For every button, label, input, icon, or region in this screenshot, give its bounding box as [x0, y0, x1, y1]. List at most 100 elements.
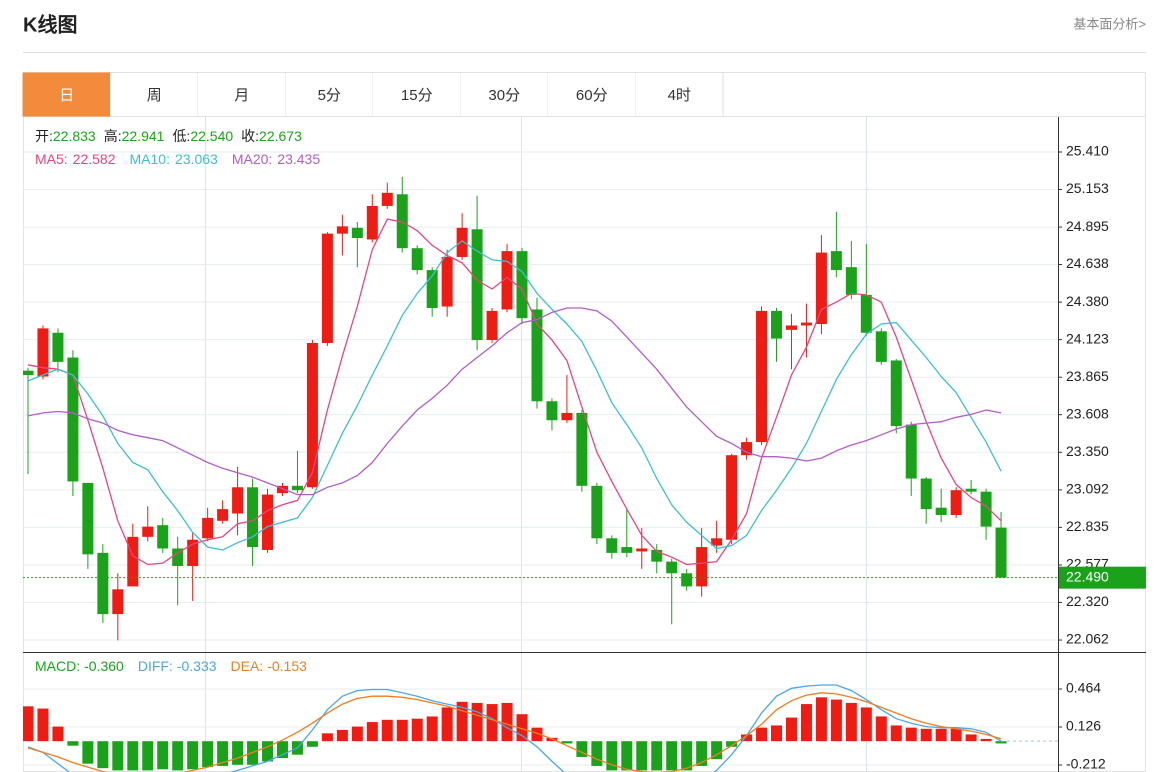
tab-label[interactable]: 15分	[401, 87, 433, 104]
candle-body	[456, 227, 468, 257]
tab-label[interactable]: 60分	[576, 87, 608, 104]
readout-text: 高:	[104, 128, 122, 144]
candle-body	[651, 549, 663, 562]
candle-body	[666, 561, 678, 574]
tab-label[interactable]: 4时	[668, 87, 691, 104]
macd-bar	[202, 741, 214, 768]
tab[interactable]	[460, 73, 549, 116]
macd-bar	[621, 741, 633, 771]
fundamental-link[interactable]: 基本面分析>	[1073, 16, 1146, 31]
macd-bar	[97, 741, 109, 769]
macd-bar	[531, 727, 543, 742]
candle-body	[935, 507, 947, 515]
tab-label[interactable]: 30分	[488, 87, 520, 104]
macd-bar	[142, 741, 154, 771]
candle-body	[815, 252, 827, 325]
tab[interactable]	[198, 73, 286, 116]
candle-body	[771, 310, 782, 339]
y-tick-label: 24.895	[1066, 218, 1109, 234]
tab[interactable]	[285, 73, 374, 116]
candle-body	[187, 539, 199, 566]
candle-body	[890, 360, 902, 427]
candle-body	[576, 412, 588, 486]
y-tick-label: 22.320	[1066, 593, 1109, 609]
macd-bar	[875, 716, 887, 742]
y-tick-label: 23.092	[1066, 481, 1109, 497]
macd-bar	[980, 738, 992, 742]
candle-body	[351, 227, 363, 239]
time-separators	[205, 117, 867, 772]
tab-label[interactable]: 周	[147, 87, 162, 104]
candle-body	[606, 538, 618, 553]
macd-bar	[127, 741, 139, 771]
candle-body	[980, 491, 992, 527]
readout-text: MA5:	[35, 151, 68, 167]
readout-text: 22.673	[259, 128, 302, 144]
macd-bar	[441, 707, 453, 742]
candle-body	[950, 490, 962, 515]
candle-body	[905, 424, 917, 479]
macd-bar	[516, 714, 528, 742]
candle-body	[621, 547, 633, 553]
candle-body	[995, 527, 1007, 578]
candle-body	[845, 267, 857, 295]
macd-bar	[666, 741, 678, 771]
tab[interactable]	[22, 72, 111, 117]
macd-bar	[67, 741, 79, 746]
tab-label[interactable]: 月	[234, 87, 249, 104]
candle-body	[247, 487, 259, 548]
tab[interactable]	[635, 73, 724, 116]
tab[interactable]	[110, 73, 199, 116]
candle-body	[830, 251, 842, 271]
macd-bar	[741, 734, 753, 742]
macd-bar	[381, 719, 393, 742]
line	[27, 218, 1002, 566]
candle-body	[97, 552, 109, 615]
ohlc-readout: 开:22.833 高:22.941 低:22.540 收:22.673	[35, 128, 302, 144]
macd-readout: MACD: -0.360 DIFF: -0.333 DEA: -0.153	[35, 658, 307, 674]
y-tick-label: 24.380	[1066, 293, 1109, 309]
candle-body	[127, 536, 139, 587]
tab-label[interactable]: 5分	[318, 87, 341, 104]
candle-body	[112, 589, 124, 615]
candle-body	[860, 294, 872, 333]
candle-body	[711, 538, 723, 546]
readout-text: 22.540	[190, 128, 233, 144]
candle-body	[291, 485, 303, 491]
candle-body	[172, 548, 184, 566]
macd-bar	[815, 697, 827, 742]
macd-bar	[411, 718, 423, 742]
candle-body	[411, 248, 423, 271]
candle-body	[681, 573, 693, 587]
candle-body	[37, 328, 49, 377]
tab[interactable]	[373, 73, 461, 116]
macd-bar	[606, 741, 618, 771]
line	[27, 684, 1002, 772]
readout-text: 22.582	[73, 151, 116, 167]
readout-text: 收:	[241, 128, 259, 144]
macd-bar	[262, 741, 274, 762]
y-tick-label: 22.835	[1066, 518, 1109, 534]
macd-bar	[366, 722, 378, 742]
candle-body	[726, 455, 738, 540]
macd-bar	[965, 734, 977, 742]
candle-body	[561, 412, 573, 421]
macd-bar	[486, 704, 498, 742]
y-tick-label: 24.123	[1066, 330, 1109, 346]
tab[interactable]	[548, 73, 636, 116]
candle-body	[531, 309, 543, 402]
candle-body	[696, 547, 708, 587]
tab-label[interactable]: 日	[59, 87, 74, 104]
macd-bar	[306, 741, 318, 747]
macd-bar	[276, 741, 288, 759]
readout-text: 23.063	[175, 151, 218, 167]
macd-bar	[711, 741, 723, 760]
macd-bar	[501, 702, 513, 742]
ma-readout: MA5: 22.582 MA10: 23.063 MA20: 23.435	[35, 151, 320, 167]
readout-text: DIFF:	[138, 658, 173, 674]
y-tick-label: 24.638	[1066, 255, 1109, 271]
candle-body	[202, 517, 214, 539]
y-tick-label: 0.126	[1066, 718, 1101, 734]
macd-bar	[830, 699, 842, 742]
